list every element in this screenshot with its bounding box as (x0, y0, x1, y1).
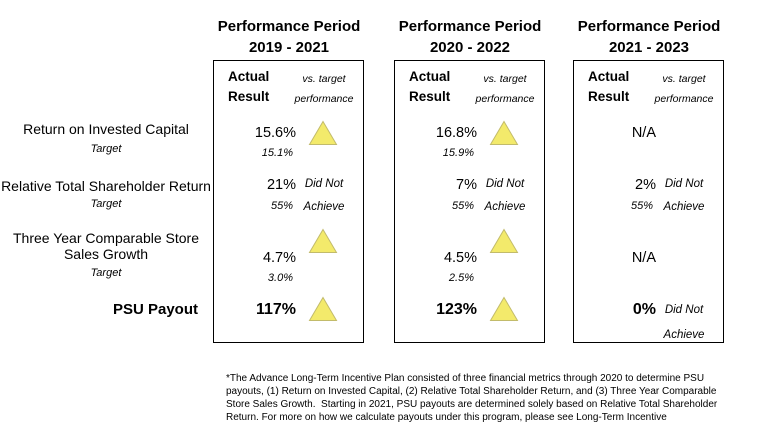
achieved-triangle-icon (308, 120, 338, 145)
row-label-roic: Return on Invested Capital (23, 121, 189, 137)
achieved-triangle-icon (489, 120, 519, 145)
did-not-achieve-label: Achieve (484, 201, 526, 213)
vs-target-header-line1: vs. target (662, 73, 706, 85)
vs-target-header: vs. target performance (288, 69, 360, 109)
vs-target-header-line1: vs. target (483, 73, 527, 85)
performance-box-2019-2021: Actual Result vs. target performance 15.… (213, 60, 364, 343)
footnote: *The Advance Long-Term Incentive Plan co… (226, 372, 717, 424)
did-not-achieve-label: Did Not (304, 178, 344, 190)
row-label-sales-growth: Three Year Comparable Store Sales Growth (0, 230, 212, 262)
performance-box-2021-2023: Actual Result vs. target performance N/A… (573, 60, 724, 343)
psu-payout-value: 117% (255, 301, 296, 318)
row-label-rtsr: Relative Total Shareholder Return (1, 178, 211, 194)
vs-target-header-line2: performance (475, 93, 535, 105)
sales-target-value: 3.0% (267, 272, 293, 284)
period-header-2019-2021: Performance Period 2019 - 2021 (203, 16, 375, 58)
sales-actual-value: N/A (631, 250, 656, 266)
psu-payout-value: 123% (436, 301, 477, 318)
did-not-achieve-label: Did Not (485, 178, 525, 190)
row-label-sales-growth-line1: Three Year Comparable Store (13, 230, 199, 246)
vs-target-header-line2: performance (294, 93, 354, 105)
actual-header-line1: Actual (409, 69, 451, 84)
actual-result-header: Actual Result (409, 67, 450, 107)
row-label-psu-payout: PSU Payout (112, 301, 198, 318)
period-header-years: 2019 - 2021 (248, 39, 330, 56)
rtsr-target-value: 55% (451, 200, 474, 212)
did-not-achieve-label: Achieve (663, 329, 705, 341)
achieved-triangle-icon (489, 296, 519, 321)
period-header-2021-2023: Performance Period 2021 - 2023 (563, 16, 735, 58)
actual-header-line1: Actual (228, 69, 270, 84)
actual-result-header: Actual Result (228, 67, 269, 107)
sales-target-value: 2.5% (448, 272, 474, 284)
footnote-line: Store Sales Growth. Starting in 2021, PS… (226, 399, 718, 410)
rtsr-actual-value: 2% (635, 177, 656, 193)
row-label-roic-target: Target (90, 143, 122, 155)
vs-target-header: vs. target performance (648, 69, 720, 109)
row-label-sales-target: Target (90, 267, 122, 279)
roic-actual-value: 16.8% (435, 125, 477, 141)
actual-header-line2: Result (588, 89, 630, 104)
performance-box-2020-2022: Actual Result vs. target performance 16.… (394, 60, 545, 343)
actual-header-line2: Result (409, 89, 451, 104)
period-header-title: Performance Period (398, 18, 542, 35)
did-not-achieve-label: Achieve (663, 201, 705, 213)
period-header-2020-2022: Performance Period 2020 - 2022 (384, 16, 556, 58)
actual-result-header: Actual Result (588, 67, 629, 107)
rtsr-target-value: 55% (630, 200, 653, 212)
actual-header-line1: Actual (588, 69, 630, 84)
period-header-years: 2021 - 2023 (608, 39, 690, 56)
rtsr-target-value: 55% (270, 200, 293, 212)
rtsr-actual-value: 7% (456, 177, 477, 193)
period-header-years: 2020 - 2022 (429, 39, 511, 56)
vs-target-header-line1: vs. target (302, 73, 346, 85)
vs-target-header: vs. target performance (469, 69, 541, 109)
footnote-line: Return. For more on how we calculate pay… (226, 412, 667, 423)
rtsr-actual-value: 21% (266, 177, 296, 193)
did-not-achieve-label: Did Not (664, 178, 704, 190)
row-label-sales-growth-line2: Sales Growth (63, 246, 149, 262)
period-header-title: Performance Period (577, 18, 721, 35)
row-label-rtsr-target: Target (90, 198, 122, 210)
achieved-triangle-icon (308, 296, 338, 321)
roic-actual-value: N/A (631, 125, 656, 141)
roic-actual-value: 15.6% (254, 125, 296, 141)
roic-target-value: 15.1% (261, 147, 293, 159)
actual-header-line2: Result (228, 89, 270, 104)
footnote-line: *The Advance Long-Term Incentive Plan co… (226, 373, 705, 384)
did-not-achieve-label: Achieve (303, 201, 345, 213)
roic-target-value: 15.9% (442, 147, 474, 159)
footnote-line: payouts, (1) Return on Invested Capital,… (226, 386, 717, 397)
sales-actual-value: 4.5% (443, 250, 477, 266)
period-header-title: Performance Period (217, 18, 361, 35)
psu-payout-value: 0% (632, 301, 656, 318)
sales-actual-value: 4.7% (262, 250, 296, 266)
achieved-triangle-icon (489, 228, 519, 253)
achieved-triangle-icon (308, 228, 338, 253)
vs-target-header-line2: performance (654, 93, 714, 105)
did-not-achieve-label: Did Not (664, 304, 704, 316)
